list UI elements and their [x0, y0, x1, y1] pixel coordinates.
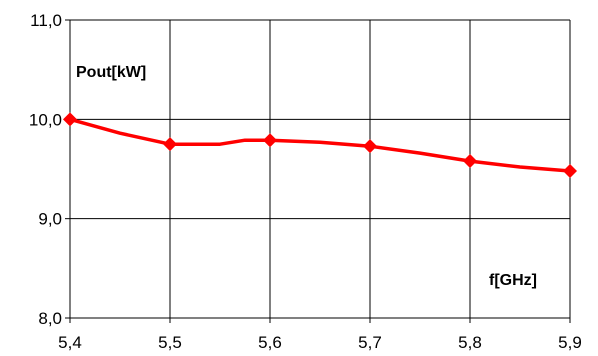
x-tick-label: 5,5	[158, 333, 182, 352]
y-tick-label: 9,0	[38, 210, 62, 229]
data-point-marker	[563, 163, 577, 178]
plot-area	[70, 20, 570, 318]
y-axis-title: Pout[kW]	[76, 64, 146, 81]
x-tick-label: 5,4	[58, 333, 82, 352]
data-point-marker	[263, 133, 277, 148]
data-point-marker	[363, 139, 377, 154]
x-tick-label: 5,9	[558, 333, 582, 352]
series-line	[68, 117, 572, 173]
x-tick-label: 5,7	[358, 333, 382, 352]
tick-labels: 5,4 5,5 5,6 5,7 5,8 5,9 8,0 9,0 10,0 11,0	[29, 11, 582, 352]
data-point-marker	[463, 154, 477, 169]
x-tick-label: 5,8	[458, 333, 482, 352]
y-tick-label: 8,0	[38, 309, 62, 328]
x-tick-label: 5,6	[258, 333, 282, 352]
y-tick-label: 11,0	[30, 11, 62, 30]
y-tick-label: 10,0	[29, 110, 62, 129]
data-point-marker	[63, 112, 77, 127]
data-point-marker	[163, 137, 177, 152]
data-series	[63, 112, 577, 178]
x-axis-title: f[GHz]	[489, 272, 537, 289]
